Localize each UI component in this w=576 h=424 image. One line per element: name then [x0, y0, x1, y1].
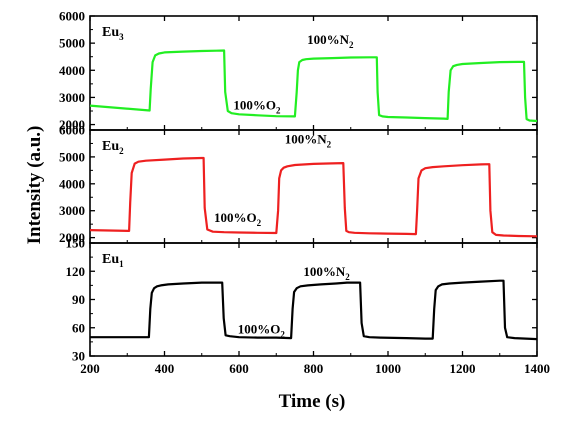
annotation-eu1-0: 100%O2: [238, 321, 286, 339]
y-tick-label-eu2-2: 4000: [59, 176, 85, 191]
panel-eu1: 30 60 90 120 150 Eu1 100%O2 100%N2: [66, 236, 538, 364]
annotation-eu3-0: 100%O2: [233, 98, 281, 116]
y-tick-label-eu2-3: 5000: [59, 149, 85, 164]
y-tick-label-eu3-4: 6000: [59, 9, 85, 24]
series-line-eu3: [89, 49, 538, 123]
y-axis-title: Intensity (a.u.): [24, 126, 45, 245]
x-tick-label-1: 400: [155, 361, 175, 376]
panel-label-eu1: Eu1: [102, 252, 124, 269]
panel-eu2: 2000 3000 4000 5000 6000 Eu2 100%O2 100%N2: [59, 123, 538, 245]
annotation-eu2-0: 100%O2: [214, 210, 262, 228]
y-tick-label-eu2-0: 2000: [59, 230, 85, 245]
y-tick-label-eu3-1: 3000: [59, 90, 85, 105]
y-tick-label-eu1-3: 120: [66, 264, 86, 279]
panel-eu3: 2000 3000 4000 5000 6000 Eu3 100%O2 100%N2: [59, 9, 538, 132]
y-tick-label-eu3-3: 5000: [59, 36, 85, 51]
y-tick-label-eu3-0: 2000: [59, 117, 85, 132]
y-tick-label-eu2-1: 3000: [59, 203, 85, 218]
panel-label-eu2: Eu2: [102, 139, 124, 156]
y-tick-label-eu1-4: 150: [66, 236, 86, 251]
panel-frame-eu2: [89, 129, 538, 244]
x-tick-label-3: 800: [304, 361, 324, 376]
x-tick-label-4: 1000: [375, 361, 401, 376]
annotation-eu1-1: 100%N2: [303, 264, 350, 282]
plot-area: 20003000400050006000Eu3100%O2100%N220003…: [59, 9, 550, 377]
series-line-eu2: [89, 156, 538, 238]
x-tick-label-2: 600: [229, 361, 249, 376]
y-tick-label-eu2-4: 6000: [59, 123, 85, 138]
y-tick-label-eu1-2: 90: [72, 292, 85, 307]
x-tick-label-6: 1400: [524, 361, 550, 376]
x-tick-label-0: 200: [80, 361, 100, 376]
y-tick-label-eu1-1: 60: [72, 320, 85, 335]
series-line-eu1: [90, 279, 538, 341]
panel-label-eu3: Eu3: [102, 25, 124, 42]
annotation-eu3-1: 100%N2: [307, 32, 354, 50]
y-tick-label-eu1-0: 30: [72, 349, 85, 364]
x-tick-label-5: 1200: [450, 361, 476, 376]
y-tick-label-eu3-2: 4000: [59, 63, 85, 78]
x-axis-title: Time (s): [279, 391, 346, 412]
annotation-eu2-1: 100%N2: [285, 131, 332, 149]
panel-frame-eu1: [89, 242, 538, 357]
